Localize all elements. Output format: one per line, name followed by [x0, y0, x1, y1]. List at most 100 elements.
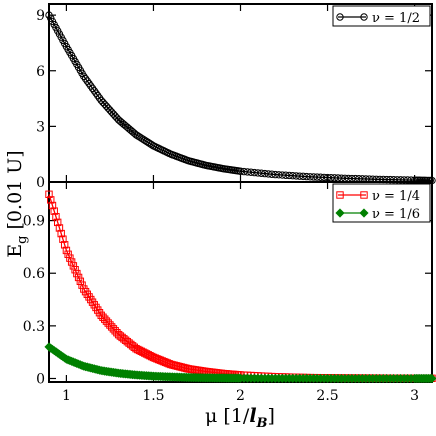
data-point — [85, 79, 93, 88]
data-point — [74, 273, 83, 282]
top-panel-frame — [48, 3, 433, 183]
data-point — [295, 172, 304, 180]
x-tick-label: 2.5 — [316, 388, 338, 404]
legend-layer: ν = 1/2 ν = 1/4 ν = 1/6 — [332, 5, 431, 223]
data-point — [334, 174, 342, 182]
y-axis-label-main: E — [4, 244, 26, 258]
legend-label: ν = 1/4 — [372, 189, 420, 204]
legend-box — [332, 183, 431, 223]
data-point — [309, 173, 318, 181]
data-point — [379, 175, 387, 184]
data-point — [60, 241, 69, 249]
data-point — [302, 172, 311, 181]
data-point — [282, 171, 290, 179]
data-point — [268, 170, 276, 178]
data-point — [62, 246, 71, 255]
x-tick-label: 3 — [410, 388, 419, 404]
x-axis-label-italic: l — [249, 405, 256, 427]
data-point — [383, 175, 391, 184]
data-point — [299, 172, 307, 181]
data-point — [390, 176, 398, 184]
data-point — [47, 196, 55, 204]
data-point — [285, 171, 293, 180]
data-point — [247, 168, 255, 176]
data-point — [81, 75, 90, 83]
data-point — [351, 174, 360, 183]
data-point — [240, 167, 248, 176]
data-point — [264, 170, 273, 178]
data-point — [254, 169, 262, 177]
x-axis-label-main: μ [1/ — [205, 405, 250, 427]
data-point — [344, 174, 353, 183]
y-axis-label-rest: [0.01 U] — [4, 150, 26, 235]
y-tick-label: 3 — [36, 119, 45, 135]
legend-marker — [336, 191, 344, 199]
data-point — [76, 277, 85, 285]
data-point — [427, 373, 436, 384]
data-point — [54, 218, 62, 227]
x-tick-label: 2 — [236, 388, 245, 404]
legend-marker — [336, 13, 344, 21]
y-tick-label: 0.9 — [23, 214, 45, 230]
data-point — [358, 175, 367, 183]
data-point — [73, 269, 81, 278]
y-axis-label: Eg [0.01 U] — [4, 150, 30, 257]
y-tick-label: 0.6 — [23, 266, 45, 282]
data-point — [330, 174, 339, 182]
data-point — [355, 175, 363, 183]
data-point — [400, 176, 408, 184]
legend-marker — [335, 208, 345, 218]
data-point — [94, 91, 102, 100]
data-point — [348, 174, 356, 183]
data-point — [278, 171, 286, 179]
data-point — [69, 262, 78, 270]
data-point — [289, 171, 297, 180]
legend-marker — [360, 191, 368, 199]
data-point — [337, 174, 346, 182]
data-point — [90, 87, 98, 95]
data-point — [45, 190, 53, 198]
data-point — [320, 173, 328, 182]
data-point — [55, 224, 64, 232]
x-tick-label: 1 — [62, 388, 71, 404]
data-point — [261, 169, 269, 178]
data-point — [428, 176, 436, 185]
y-axis-label-sub: g — [15, 236, 30, 244]
legend-label: ν = 1/2 — [372, 11, 420, 26]
data-point — [327, 173, 335, 182]
series-layer — [44, 11, 436, 384]
data-point — [88, 84, 97, 93]
data-point — [236, 167, 245, 175]
x-axis-label-end: ] — [268, 405, 275, 427]
data-point — [59, 235, 67, 243]
data-point — [83, 77, 92, 85]
data-point — [403, 176, 412, 184]
data-point — [396, 176, 405, 184]
data-point — [67, 258, 76, 266]
x-axis-label-sub: B — [256, 416, 268, 431]
data-point — [275, 171, 283, 179]
y-tick-label: 0 — [36, 175, 45, 191]
data-point — [292, 172, 300, 180]
data-point — [66, 254, 74, 262]
data-point — [316, 173, 325, 181]
data-point — [365, 175, 374, 183]
y-tick-label: 6 — [36, 64, 45, 80]
legend-label: ν = 1/6 — [372, 207, 420, 222]
legend-marker — [359, 208, 369, 218]
data-point — [369, 175, 377, 183]
series-line-top-0 — [48, 14, 433, 182]
data-point — [386, 175, 394, 184]
data-point — [92, 89, 100, 97]
data-point — [362, 175, 370, 183]
data-point — [393, 176, 401, 184]
data-point — [323, 173, 332, 182]
data-point — [341, 174, 349, 182]
data-point — [257, 169, 266, 177]
data-point — [71, 266, 79, 274]
data-point — [313, 173, 321, 181]
legend-box — [332, 5, 431, 27]
data-point — [372, 175, 380, 183]
data-point — [271, 170, 280, 179]
y-tick-label: 9 — [36, 8, 45, 24]
